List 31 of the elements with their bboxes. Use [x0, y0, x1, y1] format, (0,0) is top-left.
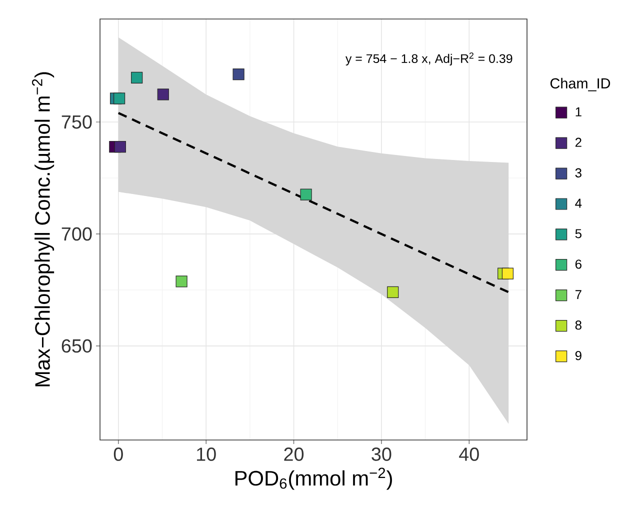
legend-title: Cham_ID — [550, 78, 610, 92]
y-tick-label: 750 — [62, 115, 92, 129]
legend-label: 2 — [575, 138, 582, 147]
legend-label: 9 — [575, 351, 582, 360]
x-tick-label: 20 — [284, 448, 304, 461]
y-tick-label: 650 — [62, 339, 92, 353]
point — [232, 68, 244, 80]
point — [502, 268, 514, 280]
x-tick-label: 30 — [372, 448, 392, 461]
annotation: y = 754 − 1.8 x, Adj−R$^{2}$ = 0.39 — [345, 52, 512, 66]
point — [157, 88, 169, 100]
legend-label: 5 — [575, 229, 582, 238]
x-axis-title: POD$_{6}$(mmol m$^{−2}$) — [235, 468, 392, 490]
x-tick-label: 10 — [197, 448, 216, 461]
point — [131, 72, 143, 84]
point — [300, 188, 312, 200]
point — [387, 286, 399, 298]
y-axis-title: Max−Chlorophyll Conc.(µmol m$^{−2}$) — [32, 72, 54, 386]
legend-label: 8 — [575, 320, 582, 330]
point — [176, 276, 188, 288]
point — [114, 141, 126, 153]
point — [113, 92, 126, 104]
legend-label: 1 — [576, 107, 582, 116]
legend-label: 7 — [575, 290, 582, 300]
x-tick-label: 0 — [114, 448, 123, 461]
x-tick-label: 40 — [459, 448, 479, 461]
legend-label: 3 — [575, 168, 582, 178]
legend-label: 4 — [575, 198, 582, 208]
line-series — [117, 112, 510, 294]
legend-label: 6 — [575, 260, 582, 269]
y-tick-label: 700 — [62, 227, 92, 241]
